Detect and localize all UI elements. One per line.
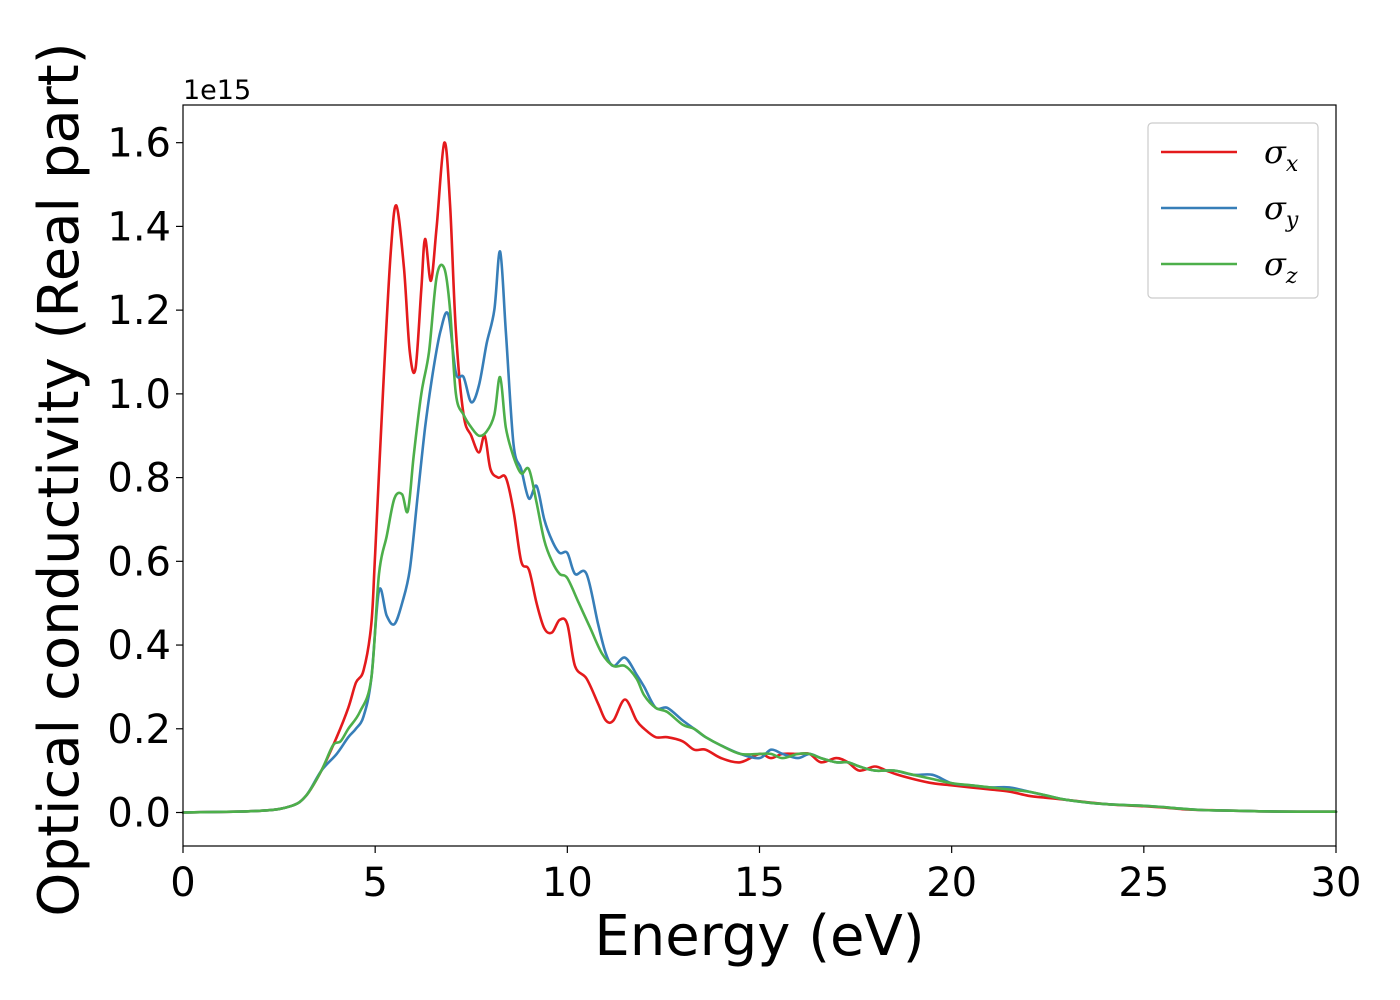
x-axis-title: Energy (eV) [594,904,924,969]
y-tick-label: 0.6 [107,539,171,585]
series-line-z [181,263,1338,814]
series-line-x [181,141,1338,814]
plot-area [183,105,1336,846]
x-tick-label: 15 [734,860,785,906]
y-tick-label: 1.2 [107,288,171,334]
x-tick-label: 10 [542,860,593,906]
y-tick-label: 1.4 [107,204,171,250]
series-layer [181,141,1338,814]
legend: σx σy σz [1147,122,1319,299]
y-tick-label: 1.6 [107,121,171,167]
legend-box [1147,122,1319,299]
x-tick-label: 25 [1118,860,1169,906]
x-axis: 0 5 10 15 20 25 30 [170,846,1361,906]
x-tick-label: 20 [926,860,977,906]
y-tick-label: 0.0 [107,791,171,837]
y-axis-title: Optical conductivity (Real part) [27,42,92,916]
y-tick-label: 1.0 [107,372,171,418]
y-axis: 0.0 0.2 0.4 0.6 0.8 1.0 1.2 1.4 1.6 [107,121,183,837]
legend-label-y: σy [1264,189,1299,233]
y-tick-label: 0.4 [107,623,171,669]
y-tick-label: 0.2 [107,707,171,753]
legend-label-x: σx [1264,133,1299,177]
y-offset-label: 1e15 [183,75,251,106]
legend-label-z: σz [1264,245,1298,289]
x-tick-label: 30 [1311,860,1362,906]
x-tick-label: 0 [170,860,195,906]
y-tick-label: 0.8 [107,456,171,502]
x-tick-label: 5 [362,860,387,906]
